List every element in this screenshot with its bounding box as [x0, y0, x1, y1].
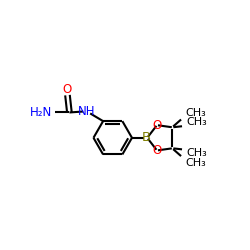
Text: B: B — [142, 131, 151, 144]
Text: O: O — [152, 144, 162, 157]
Text: H₂N: H₂N — [30, 106, 52, 119]
Text: CH₃: CH₃ — [187, 148, 208, 158]
Text: CH₃: CH₃ — [185, 108, 206, 118]
Text: NH: NH — [78, 105, 96, 118]
Text: O: O — [152, 119, 162, 132]
Text: O: O — [63, 83, 72, 96]
Text: CH₃: CH₃ — [187, 118, 208, 128]
Text: CH₃: CH₃ — [185, 158, 206, 168]
